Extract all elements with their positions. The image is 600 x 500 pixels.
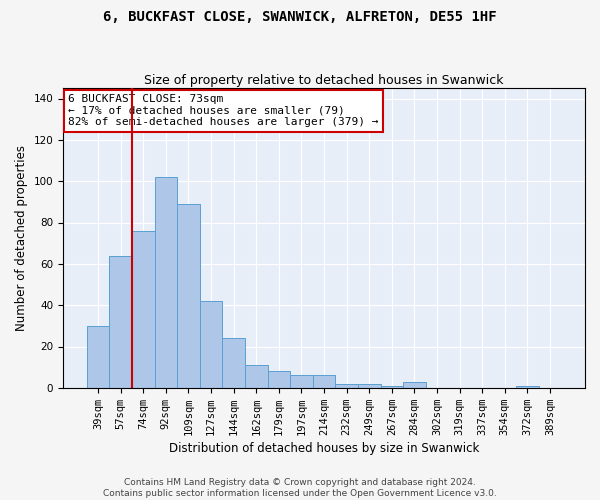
Title: Size of property relative to detached houses in Swanwick: Size of property relative to detached ho… — [144, 74, 504, 87]
Text: 6, BUCKFAST CLOSE, SWANWICK, ALFRETON, DE55 1HF: 6, BUCKFAST CLOSE, SWANWICK, ALFRETON, D… — [103, 10, 497, 24]
Bar — [109, 256, 132, 388]
Bar — [132, 231, 155, 388]
Bar — [403, 382, 425, 388]
Bar — [87, 326, 109, 388]
Bar — [155, 177, 177, 388]
Bar — [245, 365, 268, 388]
Text: Contains HM Land Registry data © Crown copyright and database right 2024.
Contai: Contains HM Land Registry data © Crown c… — [103, 478, 497, 498]
Bar — [223, 338, 245, 388]
Y-axis label: Number of detached properties: Number of detached properties — [15, 145, 28, 331]
X-axis label: Distribution of detached houses by size in Swanwick: Distribution of detached houses by size … — [169, 442, 479, 455]
Text: 6 BUCKFAST CLOSE: 73sqm
← 17% of detached houses are smaller (79)
82% of semi-de: 6 BUCKFAST CLOSE: 73sqm ← 17% of detache… — [68, 94, 379, 128]
Bar — [200, 301, 223, 388]
Bar — [268, 372, 290, 388]
Bar — [177, 204, 200, 388]
Bar — [335, 384, 358, 388]
Bar — [516, 386, 539, 388]
Bar — [380, 386, 403, 388]
Bar — [290, 376, 313, 388]
Bar — [313, 376, 335, 388]
Bar — [358, 384, 380, 388]
